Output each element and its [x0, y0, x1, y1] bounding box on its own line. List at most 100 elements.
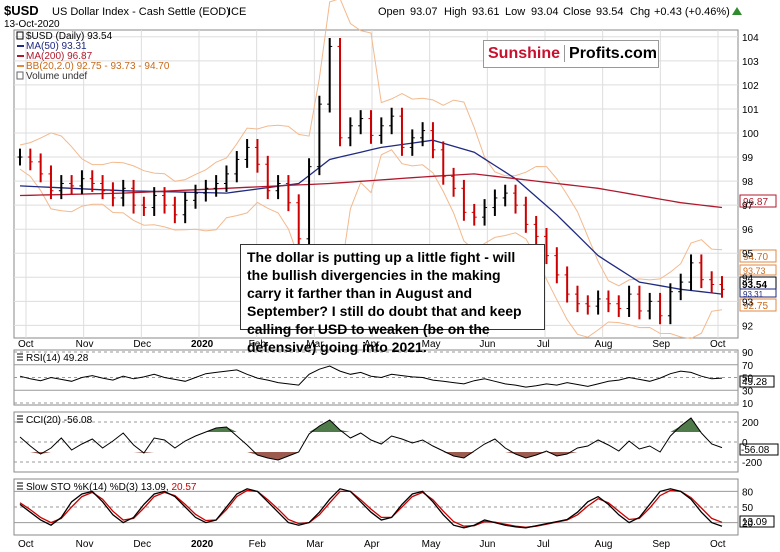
- brand-part2: Profits.com: [569, 45, 658, 62]
- annotation-callout: The dollar is putting up a little fight …: [240, 244, 545, 355]
- rsi-tick-label: 90: [742, 348, 754, 359]
- month-label: Apr: [364, 539, 380, 550]
- bb-upper-tag-text: 94.70: [743, 252, 768, 263]
- cci-tick-label: 200: [742, 418, 759, 429]
- legend-ma200: MA(200) 96.87: [26, 51, 93, 62]
- chg-label: Chg: [630, 6, 650, 18]
- month-label: Jun: [479, 339, 495, 350]
- sto-tick-label: 50: [742, 503, 754, 514]
- month-label: Oct: [710, 339, 726, 350]
- month-label: Sep: [652, 539, 670, 550]
- month-label: May: [422, 339, 441, 350]
- low-value: 93.04: [531, 6, 559, 18]
- month-label: Aug: [595, 339, 613, 350]
- bb-lower-line: [19, 149, 723, 340]
- month-label: Sep: [652, 339, 670, 350]
- legend-bb: BB(20,2.0) 92.75 - 93.73 - 94.70: [26, 61, 170, 72]
- sto-icon: [17, 482, 23, 490]
- sto-tick-label: 80: [742, 487, 754, 498]
- close-value: 93.54: [596, 6, 624, 18]
- symbol: $USD: [4, 3, 39, 18]
- price-tick-label: 101: [742, 105, 759, 116]
- month-label: Oct: [18, 339, 34, 350]
- price-legend-swatch: [16, 31, 24, 40]
- bb-upper-line: [19, 0, 723, 287]
- high-value: 93.61: [472, 6, 500, 18]
- instrument-name: US Dollar Index - Cash Settle (EOD): [52, 6, 230, 18]
- sto-value-tag-text: 13.09: [742, 517, 767, 528]
- ma50-tag-text: 93.31: [743, 290, 764, 299]
- price-tick-label: 97: [742, 201, 754, 212]
- rsi-line: [19, 365, 723, 388]
- ma50-tag: [739, 288, 777, 298]
- price-tick-label: 102: [742, 81, 759, 92]
- bb-lower-tag: [739, 298, 777, 312]
- close-tag-text: 93.54: [742, 280, 767, 291]
- price-tick-label: 94: [742, 273, 754, 284]
- month-label: Dec: [133, 539, 151, 550]
- ma200-tag-text: 96.87: [743, 197, 768, 208]
- cci-value-tag-text: -56.08: [741, 445, 770, 456]
- exchange: ICE: [228, 6, 246, 18]
- brand-part1: Sunshine: [488, 45, 566, 62]
- sto-label-d: 20.57: [171, 482, 196, 493]
- month-label: 2020: [191, 539, 214, 550]
- price-panel-frame: [13, 29, 739, 339]
- rsi-value-tag-text: 49.28: [742, 377, 767, 388]
- bb-lower-tag-text: 92.75: [743, 301, 768, 312]
- month-label: 2020: [191, 339, 214, 350]
- price-tick-label: 95: [742, 249, 754, 260]
- legend-volume: Volume undef: [26, 71, 87, 82]
- month-label: Nov: [76, 539, 94, 550]
- sto-tick-label: 20: [742, 519, 754, 530]
- cci-tick-label: 0: [742, 438, 748, 449]
- rsi-tick-label: 10: [742, 399, 754, 410]
- sto-k-line: [19, 488, 723, 529]
- legend-price: $USD (Daily) 93.54: [26, 31, 113, 42]
- chg-value: +0.43 (+0.46%): [654, 6, 730, 18]
- rsi-tick-label: 30: [742, 386, 754, 397]
- legend-ma50: MA(50) 93.31: [26, 41, 87, 52]
- ma200-line: [19, 173, 723, 209]
- sto-label-main: Slow STO %K(14) %D(3) 13.09,: [26, 482, 169, 493]
- month-label: Feb: [249, 539, 267, 550]
- cci-positive-fill: [20, 418, 722, 432]
- month-label: Jun: [479, 539, 495, 550]
- rsi-value-tag: [739, 375, 775, 388]
- month-label: Oct: [18, 539, 34, 550]
- price-tick-label: 98: [742, 177, 754, 188]
- cci-label: CCI(20) -56.08: [26, 415, 93, 426]
- month-label: Jul: [537, 339, 550, 350]
- month-label: Feb: [249, 339, 267, 350]
- price-tick-label: 93: [742, 297, 754, 308]
- bb-mid-tag: [739, 264, 777, 276]
- bb-mid-tag-text: 93.73: [743, 266, 766, 276]
- up-triangle-icon: [732, 7, 742, 15]
- close-label: Close: [563, 6, 591, 18]
- month-label: Mar: [306, 539, 324, 550]
- open-value: 93.07: [410, 6, 438, 18]
- bb-upper-tag: [739, 249, 777, 263]
- plot-area: [17, 0, 725, 529]
- price-tick-label: 100: [742, 129, 759, 140]
- price-tick-label: 104: [742, 33, 759, 44]
- price-tick-label: 96: [742, 225, 754, 236]
- high-label: High: [444, 6, 467, 18]
- month-label: Dec: [133, 339, 151, 350]
- cci-line: [19, 417, 723, 461]
- cci-icon: [17, 415, 23, 423]
- rsi-tick-label: 50: [742, 374, 754, 385]
- month-label: May: [422, 539, 441, 550]
- month-label: Oct: [710, 539, 726, 550]
- rsi-tick-label: 70: [742, 361, 754, 372]
- rsi-icon: [17, 353, 23, 361]
- rsi-label: RSI(14) 49.28: [26, 353, 89, 364]
- price-tick-label: 99: [742, 153, 754, 164]
- open-label: Open: [378, 6, 405, 18]
- sto-label: Slow STO %K(14) %D(3) 13.09, 20.57: [26, 482, 197, 493]
- month-label: Aug: [595, 539, 613, 550]
- sto-value-tag: [739, 515, 775, 528]
- chart-date: 13-Oct-2020: [4, 19, 60, 30]
- month-label: Mar: [306, 339, 324, 350]
- ma200-tag: [739, 194, 777, 208]
